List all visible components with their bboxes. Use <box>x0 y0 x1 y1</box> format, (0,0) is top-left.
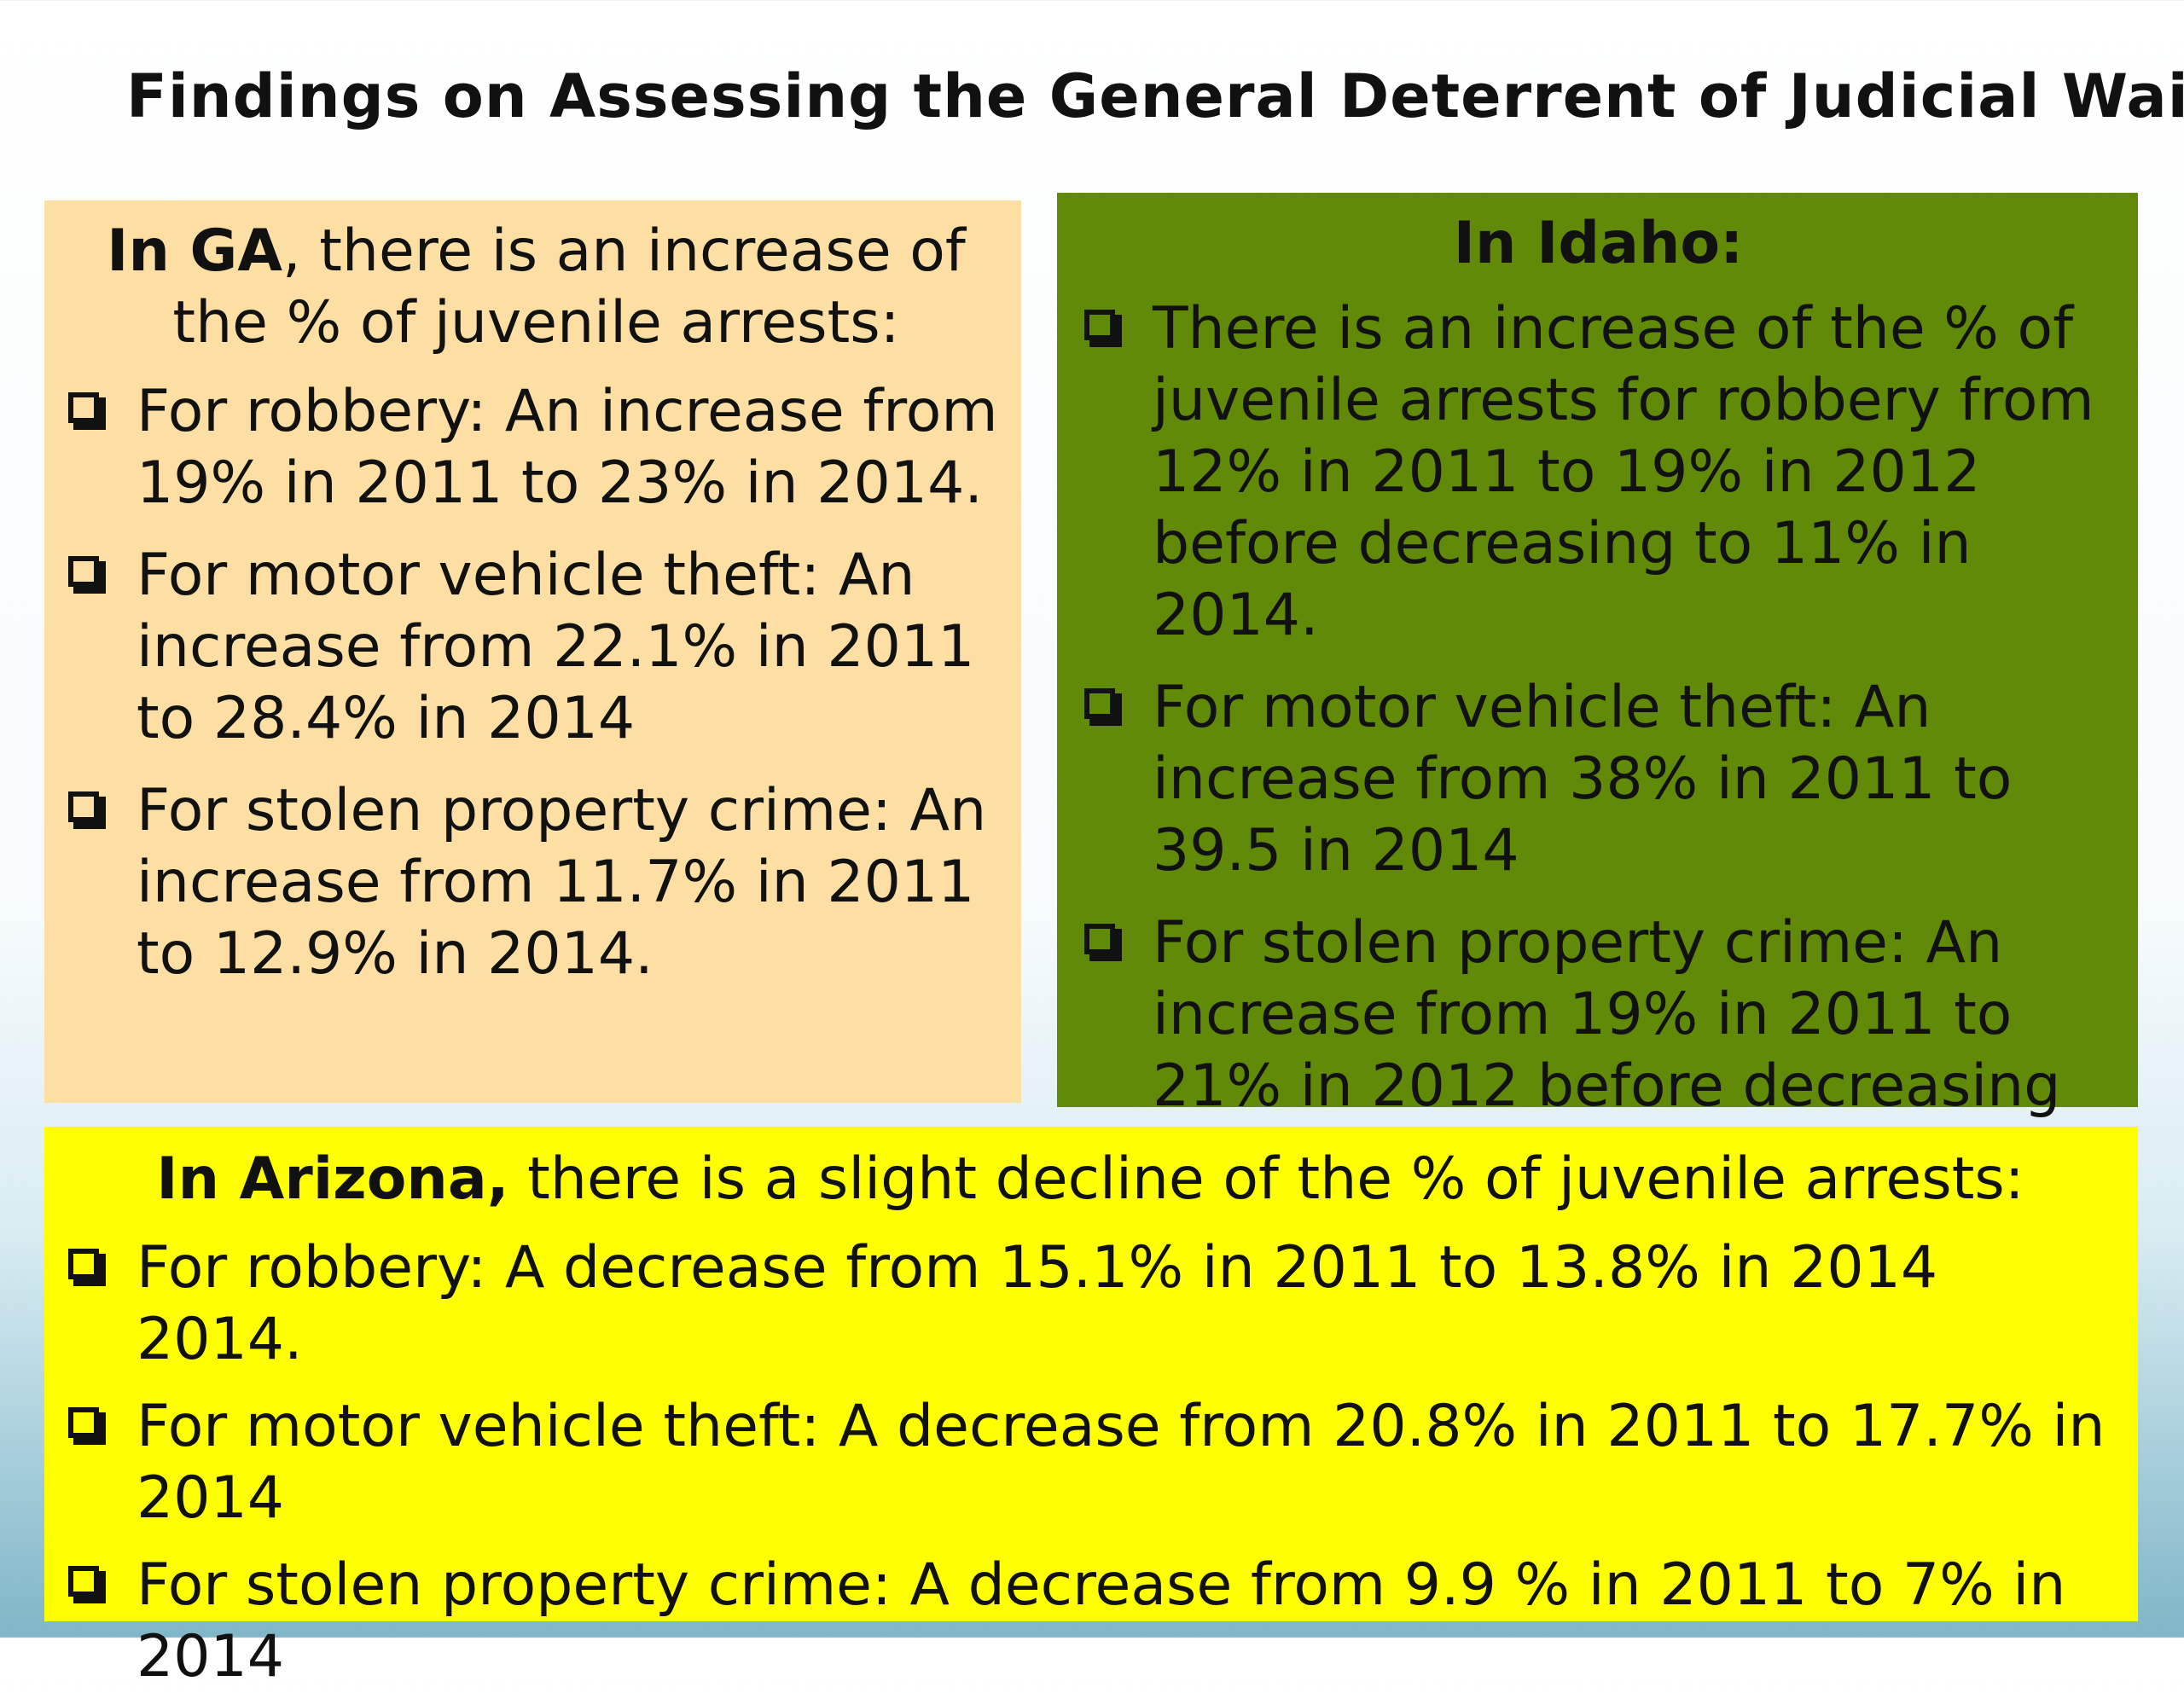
arizona-list: For robbery: A decrease from 15.1% in 20… <box>68 1232 2112 1693</box>
checkbox-bullet-icon <box>68 556 106 594</box>
list-item-text: For motor vehicle theft: A decrease from… <box>136 1393 2106 1532</box>
idaho-heading-bold: In Idaho: <box>1453 210 1744 277</box>
list-item: For stolen property crime: An increase f… <box>68 775 1004 990</box>
idaho-heading: In Idaho: <box>1084 208 2112 280</box>
idaho-box: In Idaho: There is an increase of the % … <box>1057 193 2138 1191</box>
slide-title: Findings on Assessing the General Deterr… <box>126 61 2184 131</box>
list-item-text: For stolen property crime: A decrease fr… <box>136 1551 2066 1690</box>
list-item-text: For robbery: An increase from 19% in 201… <box>136 378 998 517</box>
checkbox-bullet-icon <box>68 1566 106 1603</box>
georgia-heading-text: , there is an increase of the % of juven… <box>172 217 966 357</box>
list-item-text: There is an increase of the % of juvenil… <box>1153 295 2094 649</box>
checkbox-bullet-icon <box>1084 924 1122 961</box>
list-item-text: For robbery: A decrease from 15.1% in 20… <box>136 1234 1938 1373</box>
arizona-heading-bold: In Arizona, <box>156 1145 509 1213</box>
list-item-text: For motor vehicle theft: An increase fro… <box>136 542 975 752</box>
arizona-heading: In Arizona, there is a slight decline of… <box>68 1144 2112 1215</box>
list-item: There is an increase of the % of juvenil… <box>1084 293 2112 652</box>
list-item: For motor vehicle theft: An increase fro… <box>1084 672 2112 887</box>
list-item: For motor vehicle theft: A decrease from… <box>68 1391 2112 1534</box>
list-item-text: For stolen property crime: An increase f… <box>136 777 987 988</box>
checkbox-bullet-icon <box>1084 310 1122 347</box>
checkbox-bullet-icon <box>68 1407 106 1445</box>
list-item: For robbery: An increase from 19% in 201… <box>68 376 1004 519</box>
list-item: For robbery: A decrease from 15.1% in 20… <box>68 1232 2112 1376</box>
arizona-heading-text: there is a slight decline of the % of ju… <box>508 1145 2024 1213</box>
georgia-list: For robbery: An increase from 19% in 201… <box>68 376 1004 990</box>
checkbox-bullet-icon <box>68 1249 106 1286</box>
arizona-box: In Arizona, there is a slight decline of… <box>44 1127 2138 1690</box>
list-item-text: For motor vehicle theft: An increase fro… <box>1153 674 2013 884</box>
idaho-list: There is an increase of the % of juvenil… <box>1084 293 2112 1194</box>
checkbox-bullet-icon <box>68 392 106 430</box>
georgia-box: In GA, there is an increase of the % of … <box>44 200 1021 1103</box>
list-item: For motor vehicle theft: An increase fro… <box>68 540 1004 755</box>
checkbox-bullet-icon <box>68 791 106 829</box>
list-item: For stolen property crime: A decrease fr… <box>68 1550 2112 1693</box>
checkbox-bullet-icon <box>1084 688 1122 726</box>
georgia-heading: In GA, there is an increase of the % of … <box>68 216 1004 359</box>
georgia-heading-bold: In GA <box>107 217 282 285</box>
